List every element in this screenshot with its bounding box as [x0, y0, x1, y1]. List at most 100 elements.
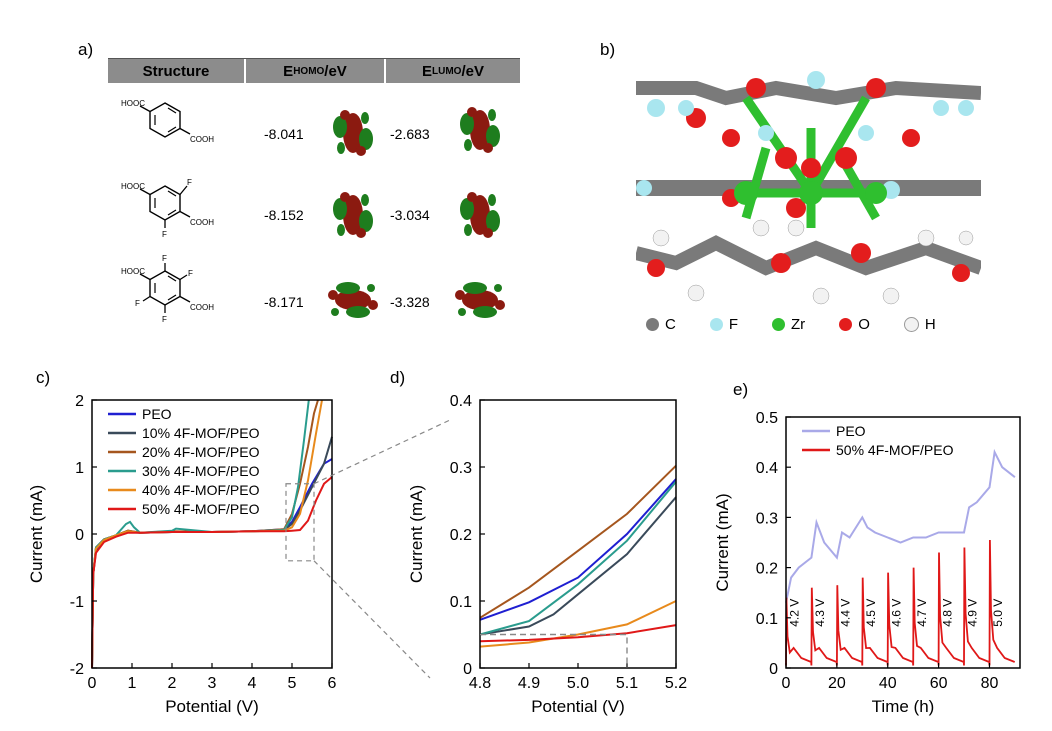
legend-label-c-0: PEO: [142, 406, 172, 422]
lumo-orbital-2: [460, 192, 500, 238]
molecular-model-image: [636, 68, 981, 308]
lumo-orbital-3: [455, 282, 505, 318]
m3-cooh: COOH: [190, 303, 214, 312]
lumo-value-1: -2.683: [390, 126, 430, 142]
x-tick-label-c-5: 5: [288, 675, 297, 692]
x-tick-label-c-0: 0: [88, 675, 97, 692]
molecule-1: HOOC COOH: [121, 99, 214, 144]
m2-cooh: COOH: [190, 218, 214, 227]
lumo-value-3: -3.328: [390, 294, 430, 310]
homo-orbital-2: [333, 192, 373, 238]
y-tick-label-c-0: -2: [70, 661, 84, 678]
chart-c: 0 1 2 3 4 5 6 -2 -1 0 1 2 Potential (V) Current (mA) P…: [27, 393, 451, 716]
series-line-d-5: [479, 624, 677, 643]
voltage-step-label-5: 4.7 V: [915, 599, 929, 627]
y-tick-label-e-3: 0.3: [756, 510, 778, 527]
m2-f1: F: [187, 178, 192, 187]
legend-label-c-3: 30% 4F-MOF/PEO: [142, 463, 260, 479]
legend-label-c-2: 20% 4F-MOF/PEO: [142, 444, 260, 460]
y-tick-label-e-4: 0.4: [756, 460, 778, 477]
header-elumo: E LUMO/eV: [422, 62, 484, 80]
y-tick-label-c-2: 0: [75, 527, 84, 544]
voltage-step-label-8: 5.0 V: [991, 599, 1005, 627]
series-line-d-1: [479, 496, 677, 636]
x-tick-label-d-4: 5.2: [665, 675, 687, 692]
x-tick-label-d-1: 4.9: [518, 675, 540, 692]
x-tick-label-c-2: 2: [168, 675, 177, 692]
x-tick-label-e-4: 80: [981, 675, 999, 692]
plot-frame-d: [479, 399, 677, 669]
panel-label-b: b): [600, 40, 616, 59]
series-line-d-2: [479, 464, 677, 619]
legend-label-e-0: PEO: [836, 423, 866, 439]
m2-hooc: HOOC: [121, 182, 145, 191]
homo-value-1: -8.041: [264, 126, 304, 142]
molecule-2: HOOC COOH F F: [121, 178, 214, 239]
series-line-d-3: [479, 481, 677, 636]
panel-label-e: e): [733, 380, 749, 399]
chart-d: 4.8 4.9 5.0 5.1 5.2 0 0.1 0.2 0.3 0.4 Potential (V…: [407, 393, 687, 716]
series-line-e-0: [785, 448, 1016, 603]
panel-label-a: a): [78, 40, 94, 59]
y-tick-label-d-1: 0.1: [450, 594, 472, 611]
y-axis-label-d: Current (mA): [407, 485, 426, 583]
orbital-images: [328, 107, 505, 318]
x-tick-label-e-1: 20: [828, 675, 846, 692]
atom-legend-c: C: [646, 316, 676, 333]
series-line-d-0: [479, 478, 677, 621]
voltage-step-label-0: 4.2 V: [788, 599, 802, 627]
charts-area: 0 1 2 3 4 5 6 -2 -1 0 1 2 Potential (V) Current (mA) P…: [27, 393, 1021, 716]
table-header-row: Structure E HOMO/eV E LUMO/eV: [108, 58, 520, 83]
series-line-c-5: [91, 476, 333, 669]
x-tick-label-c-4: 4: [248, 675, 257, 692]
x-tick-label-d-2: 5.0: [567, 675, 589, 692]
x-tick-label-e-3: 60: [930, 675, 948, 692]
m3-f3: F: [135, 299, 140, 308]
orbital-energy-table: Structure E HOMO/eV E LUMO/eV: [108, 58, 520, 83]
y-tick-label-e-0: 0: [769, 661, 778, 678]
m1-cooh: COOH: [190, 135, 214, 144]
m3-hooc: HOOC: [121, 267, 145, 276]
y-tick-label-c-4: 2: [75, 393, 84, 410]
voltage-step-label-7: 4.9 V: [966, 599, 980, 627]
legend-label-c-5: 50% 4F-MOF/PEO: [142, 501, 260, 517]
series-line-e-1: [785, 539, 1016, 666]
x-axis-label-c: Potential (V): [165, 697, 259, 716]
y-tick-label-d-4: 0.4: [450, 393, 472, 410]
y-tick-label-c-3: 1: [75, 460, 84, 477]
atom-legend-h: H: [903, 316, 936, 333]
m1-hooc: HOOC: [121, 99, 145, 108]
homo-value-3: -8.171: [264, 294, 304, 310]
header-ehomo: E HOMO/eV: [246, 59, 386, 83]
legend-label-c-1: 10% 4F-MOF/PEO: [142, 425, 260, 441]
x-tick-label-c-1: 1: [128, 675, 137, 692]
x-tick-label-d-3: 5.1: [616, 675, 638, 692]
voltage-step-label-3: 4.5 V: [864, 599, 878, 627]
lumo-value-2: -3.034: [390, 207, 430, 223]
header-structure: Structure: [108, 59, 246, 83]
voltage-step-label-1: 4.3 V: [813, 599, 827, 627]
legend-label-c-4: 40% 4F-MOF/PEO: [142, 482, 260, 498]
atom-legend-f: F: [709, 316, 738, 333]
x-tick-label-d-0: 4.8: [469, 675, 491, 692]
homo-value-2: -8.152: [264, 207, 304, 223]
x-axis-label-d: Potential (V): [531, 697, 625, 716]
x-axis-label-e: Time (h): [872, 697, 935, 716]
y-tick-label-e-2: 0.2: [756, 561, 778, 578]
m3-f1: F: [162, 254, 167, 263]
y-tick-label-e-5: 0.5: [756, 410, 778, 427]
panel-label-d: d): [390, 368, 406, 387]
x-tick-label-c-6: 6: [328, 675, 337, 692]
zoom-connector-top: [313, 419, 451, 485]
voltage-step-label-2: 4.4 V: [839, 599, 853, 627]
x-tick-label-e-0: 0: [782, 675, 791, 692]
voltage-step-label-4: 4.6 V: [889, 599, 903, 627]
plot-frame-e: [785, 416, 1021, 669]
y-axis-label-c: Current (mA): [27, 485, 46, 583]
y-tick-label-c-1: -1: [70, 594, 84, 611]
y-axis-label-e: Current (mA): [713, 493, 732, 591]
homo-orbital-3: [328, 282, 378, 318]
atom-legend-o: O: [839, 316, 870, 333]
m3-f4: F: [162, 315, 167, 324]
m3-f2: F: [188, 269, 193, 278]
